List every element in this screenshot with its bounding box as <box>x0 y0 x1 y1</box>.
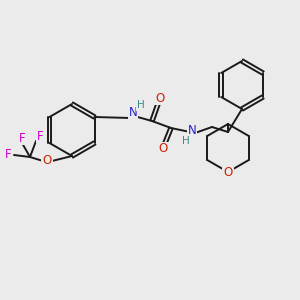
Text: O: O <box>155 92 165 104</box>
Text: F: F <box>37 130 43 142</box>
Text: O: O <box>42 154 52 167</box>
Text: N: N <box>129 106 137 118</box>
Text: H: H <box>182 136 190 146</box>
Text: N: N <box>188 124 196 136</box>
Text: O: O <box>224 167 232 179</box>
Text: F: F <box>19 131 25 145</box>
Text: H: H <box>137 100 145 110</box>
Text: O: O <box>158 142 168 155</box>
Text: F: F <box>5 148 11 161</box>
